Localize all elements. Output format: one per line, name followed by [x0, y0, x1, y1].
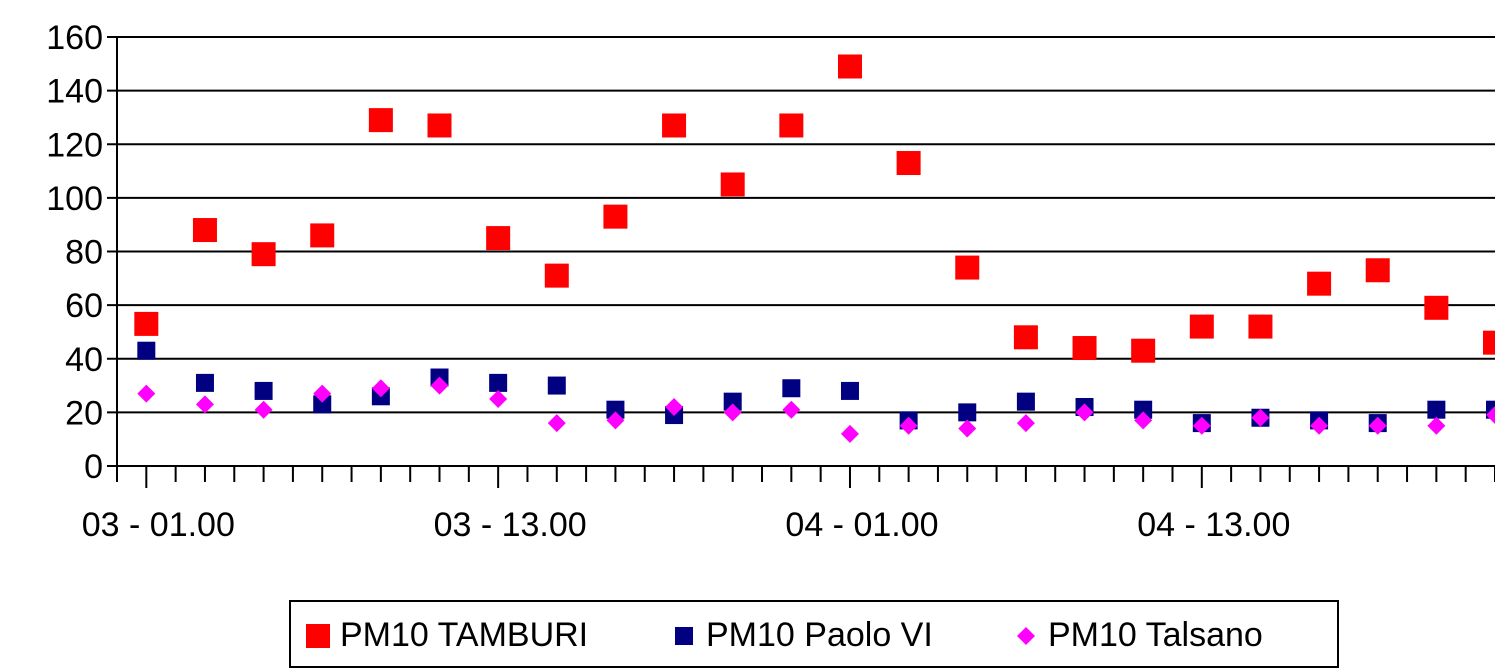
point-2-5 [430, 376, 449, 395]
point-2-15 [1016, 414, 1035, 433]
x-tick-label-0: 03 - 01.00 [82, 506, 235, 544]
legend: PM10 TAMBURI PM10 Paolo VI PM10 Talsano [289, 600, 1339, 668]
point-0-4 [368, 108, 393, 133]
y-tick-label-1: 20 [65, 394, 103, 432]
point-2-10 [723, 403, 742, 422]
point-0-12 [837, 54, 862, 79]
point-2-22 [1427, 416, 1446, 435]
series-0 [134, 54, 1495, 363]
point-2-0 [137, 384, 156, 403]
point-0-6 [486, 226, 511, 251]
point-0-5 [427, 113, 452, 138]
y-tick-label-2: 40 [65, 341, 103, 379]
point-2-6 [489, 389, 508, 408]
point-2-14 [958, 419, 977, 438]
legend-marker-1 [675, 627, 693, 645]
point-0-23 [1483, 330, 1495, 355]
point-0-20 [1307, 271, 1332, 296]
point-2-9 [665, 398, 684, 417]
point-0-1 [192, 218, 217, 243]
point-0-9 [662, 113, 687, 138]
y-tick-label-4: 80 [65, 234, 103, 272]
point-1-22 [1427, 400, 1446, 419]
point-0-15 [1013, 325, 1038, 350]
point-1-15 [1016, 392, 1035, 411]
y-tick-labels: 0 20 40 60 80 100 120 140 160 [46, 19, 103, 486]
data-points [134, 54, 1495, 443]
point-1-12 [840, 381, 859, 400]
point-0-3 [310, 223, 335, 248]
point-0-11 [779, 113, 804, 138]
point-2-8 [606, 411, 625, 430]
series-2 [137, 376, 1495, 443]
point-0-19 [1248, 314, 1273, 339]
x-tick-label-2: 04 - 01.00 [785, 506, 938, 544]
x-tick-label-3: 04 - 13.00 [1137, 506, 1290, 544]
point-2-19 [1251, 408, 1270, 427]
point-2-23 [1486, 406, 1495, 425]
y-tick-label-8: 160 [46, 19, 103, 57]
point-2-17 [1134, 411, 1153, 430]
point-1-14 [958, 403, 977, 422]
legend-label-1: PM10 Paolo VI [706, 616, 933, 654]
point-0-16 [1072, 336, 1097, 361]
y-tick-label-6: 120 [46, 126, 103, 164]
point-2-2 [254, 400, 273, 419]
point-2-7 [547, 414, 566, 433]
point-1-7 [547, 376, 566, 395]
point-1-8 [606, 400, 625, 419]
legend-label-0: PM10 TAMBURI [340, 616, 588, 654]
y-tick-label-0: 0 [84, 448, 103, 486]
axes [107, 36, 1495, 488]
point-2-1 [195, 395, 214, 414]
legend-box [289, 600, 1339, 668]
point-1-17 [1134, 400, 1153, 419]
y-tick-label-7: 140 [46, 73, 103, 111]
point-0-7 [544, 263, 569, 288]
y-tick-label-3: 60 [65, 287, 103, 325]
point-2-18 [1192, 416, 1211, 435]
point-0-17 [1131, 338, 1156, 363]
point-1-10 [723, 392, 742, 411]
legend-label-2: PM10 Talsano [1048, 616, 1263, 654]
point-0-2 [251, 242, 276, 267]
point-1-1 [195, 373, 214, 392]
point-1-6 [489, 373, 508, 392]
point-0-18 [1189, 314, 1214, 339]
legend-marker-0 [306, 624, 330, 648]
point-0-14 [955, 255, 980, 280]
point-2-4 [371, 379, 390, 398]
point-2-21 [1368, 416, 1387, 435]
y-tick-label-5: 100 [46, 180, 103, 218]
point-2-3 [313, 384, 332, 403]
point-0-21 [1365, 258, 1390, 283]
point-2-11 [782, 400, 801, 419]
point-0-8 [603, 204, 628, 229]
x-tick-labels: 03 - 01.00 03 - 13.00 04 - 01.00 04 - 13.00 [82, 506, 1291, 544]
point-1-3 [313, 395, 332, 414]
point-2-20 [1310, 416, 1329, 435]
point-0-13 [896, 151, 921, 176]
x-tick-label-1: 03 - 13.00 [434, 506, 587, 544]
point-1-2 [254, 381, 273, 400]
point-2-16 [1075, 403, 1094, 422]
point-1-0 [137, 341, 156, 360]
legend-marker-2 [1017, 627, 1035, 645]
point-2-12 [840, 424, 859, 443]
point-0-22 [1424, 295, 1449, 320]
point-0-10 [720, 172, 745, 197]
point-2-13 [899, 416, 918, 435]
series-1 [137, 341, 1495, 433]
point-0-0 [134, 311, 159, 336]
point-1-11 [782, 379, 801, 398]
point-1-23 [1486, 400, 1495, 419]
grid [117, 36, 1495, 414]
